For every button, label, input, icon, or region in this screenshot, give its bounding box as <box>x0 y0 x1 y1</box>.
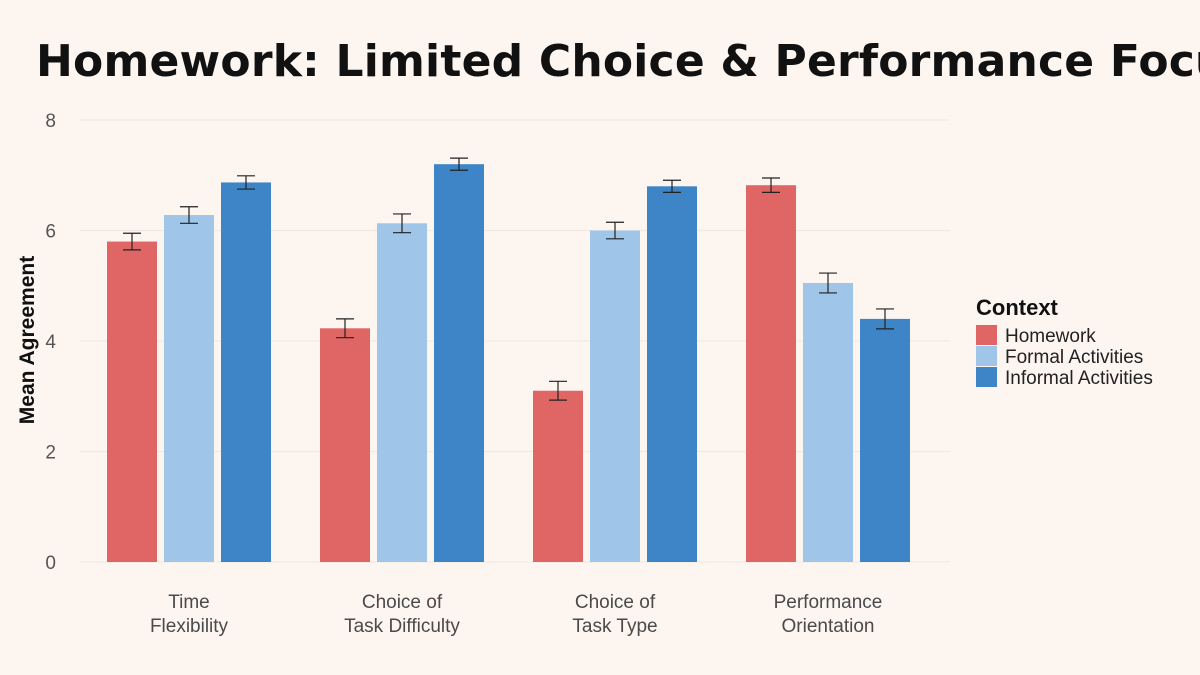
bar-homework <box>320 328 370 562</box>
error-bar <box>606 221 624 240</box>
bar-homework <box>107 241 157 563</box>
error-bar <box>123 232 141 251</box>
y-axis-label: Mean Agreement <box>16 256 39 424</box>
bar-homework <box>533 390 583 562</box>
x-tick-label: Performance Orientation <box>774 592 883 637</box>
legend-item: Homework <box>976 325 1096 347</box>
x-tick-label: Choice of Task Type <box>572 592 657 637</box>
bar-formal-activities <box>803 282 853 562</box>
bars <box>107 164 910 563</box>
bar-formal-activities <box>164 215 214 562</box>
legend-label: Homework <box>1005 326 1096 347</box>
y-tick-label: 6 <box>45 222 56 243</box>
error-bar <box>393 213 411 234</box>
error-bar <box>663 179 681 193</box>
error-bar <box>819 272 837 294</box>
legend-item: Informal Activities <box>976 367 1153 389</box>
error-bar <box>237 175 255 190</box>
bar-informal-activities <box>221 182 271 562</box>
bar-informal-activities <box>434 164 484 562</box>
chart-title: Homework: Limited Choice & Performance F… <box>36 36 1200 87</box>
error-bar <box>336 318 354 339</box>
error-bars <box>123 157 894 401</box>
error-bar <box>450 157 468 171</box>
error-bar <box>876 308 894 330</box>
x-tick-label: Choice of Task Difficulty <box>344 592 460 637</box>
legend-title: Context <box>976 295 1059 320</box>
bar-formal-activities <box>377 223 427 562</box>
bar-homework <box>746 185 796 562</box>
x-tick-label: Time Flexibility <box>150 592 229 637</box>
legend-swatch <box>976 346 997 366</box>
bar-formal-activities <box>590 230 640 562</box>
legend-label: Informal Activities <box>1005 368 1153 389</box>
legend-swatch <box>976 325 997 345</box>
legend-item: Formal Activities <box>976 346 1143 368</box>
x-axis-labels: Time Flexibility Choice of Task Difficulty C… <box>150 592 882 637</box>
bar-informal-activities <box>860 318 910 562</box>
error-bar <box>180 206 198 224</box>
y-tick-label: 0 <box>45 553 56 574</box>
error-bar <box>762 177 780 193</box>
y-axis-ticks: 0 2 4 6 8 <box>45 111 56 574</box>
error-bar <box>549 380 567 401</box>
y-tick-label: 2 <box>45 443 56 464</box>
legend-label: Formal Activities <box>1005 347 1143 368</box>
bar-informal-activities <box>647 186 697 563</box>
y-tick-label: 8 <box>45 111 56 132</box>
y-tick-label: 4 <box>45 332 56 353</box>
legend-swatch <box>976 367 997 387</box>
